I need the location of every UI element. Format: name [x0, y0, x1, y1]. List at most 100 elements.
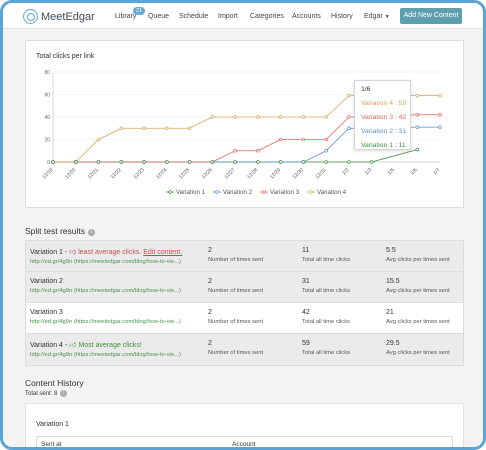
short-link[interactable]: http://ed.gr/4g9n — [30, 259, 73, 265]
data-point — [142, 126, 146, 130]
tooltip-row: Variation 1 : 11 — [361, 142, 406, 149]
data-point — [74, 160, 78, 164]
x-tick-label: 12/19 — [41, 167, 54, 180]
y-tick-label: 60 — [44, 93, 50, 99]
x-tick-label: 1/5 — [387, 167, 396, 176]
data-point — [301, 115, 306, 119]
nav-accounts[interactable]: Accounts — [292, 13, 321, 20]
data-point — [165, 126, 169, 130]
long-link[interactable]: (https://meetedgar.com/blog/how-to-vie..… — [73, 319, 181, 325]
data-point — [210, 160, 215, 164]
total-clicks-label: Total all time clicks — [302, 319, 350, 325]
x-tick-label: 12/27 — [223, 167, 236, 180]
legend-label: Variation 3 — [270, 189, 300, 196]
content-history-title: Content History — [25, 378, 84, 388]
nav-edgar-menu[interactable]: Edgar ▼ — [364, 13, 390, 20]
add-new-content-button[interactable]: Add New Content — [400, 8, 462, 24]
data-point — [347, 160, 351, 164]
avg-clicks-value: 15.5 — [386, 278, 400, 285]
x-tick-label: 12/23 — [132, 167, 145, 180]
data-point — [165, 160, 169, 164]
total-clicks-label: Total all time clicks — [302, 350, 350, 356]
avg-clicks-value: 29.5 — [386, 340, 400, 347]
data-point — [187, 126, 192, 130]
x-tick-label: 12/29 — [269, 167, 282, 180]
x-tick-label: 12/26 — [201, 167, 214, 180]
x-tick-label: 12/21 — [87, 167, 100, 180]
chart-tooltip: 1/6 Variation 4 : 59 Variation 3 : 42 Va… — [354, 80, 411, 150]
legend-marker — [215, 190, 219, 194]
data-point — [278, 160, 283, 164]
data-point — [278, 137, 283, 142]
avg-clicks-label: Avg clicks per times sent — [386, 257, 450, 263]
x-tick-label: 12/25 — [178, 167, 191, 180]
avg-clicks-label: Avg clicks per times sent — [386, 319, 450, 325]
data-point — [119, 126, 124, 130]
avg-clicks-label: Avg clicks per times sent — [386, 350, 450, 356]
total-clicks-label: Total all time clicks — [302, 288, 350, 294]
times-sent-value: 2 — [208, 340, 212, 347]
data-point — [415, 125, 419, 129]
times-sent-value: 2 — [208, 278, 212, 285]
data-point — [324, 148, 328, 153]
logo-text: MeetEdgar — [41, 10, 95, 23]
data-point — [119, 160, 124, 164]
thumbs-up-icon: 👍︎ — [69, 342, 77, 349]
clicks-line-chart: 0 20 40 60 80 12/19 12/20 12/21 12/22 12/23 12/24 1… — [41, 70, 442, 196]
info-icon[interactable]: i — [60, 390, 68, 397]
data-point — [324, 160, 328, 164]
library-count-badge: 21 — [133, 7, 145, 15]
y-tick-label: 20 — [44, 138, 50, 144]
y-tick-label: 80 — [44, 70, 50, 76]
x-tick-label: 1/7 — [432, 167, 441, 176]
split-test-title: Split test results — [25, 226, 85, 236]
x-tick-label: 1/3 — [364, 167, 373, 176]
data-point — [233, 160, 237, 164]
short-link[interactable]: http://ed.gr/4g9n — [30, 288, 73, 294]
history-table-header: Sent at Account — [36, 436, 453, 448]
info-icon[interactable]: i — [88, 229, 95, 236]
total-clicks-value: 42 — [302, 309, 310, 316]
logo[interactable]: MeetEdgar — [23, 9, 95, 24]
data-point — [51, 160, 55, 164]
tooltip-row: Variation 4 : 59 — [361, 100, 407, 107]
nav-queue[interactable]: Queue — [148, 13, 170, 20]
variation-name: Variation 3 — [30, 309, 63, 316]
times-sent-label: Number of times sent — [208, 319, 264, 325]
data-point — [187, 160, 192, 164]
tooltip-row: Variation 2 : 31 — [361, 128, 407, 135]
nav-categories[interactable]: Categories — [250, 13, 284, 20]
x-tick-label: 12/22 — [110, 167, 123, 180]
thumbs-down-icon: 👎︎ — [69, 249, 77, 256]
data-point — [415, 147, 419, 152]
col-sent-at: Sent at — [41, 441, 62, 448]
least-clicks-note: least average clicks. — [78, 249, 142, 256]
x-tick-label: 12/30 — [292, 167, 305, 180]
long-link[interactable]: (https://meetedgar.com/blog/how-to-vie..… — [73, 352, 181, 358]
total-clicks-value: 59 — [302, 340, 310, 347]
y-tick-label: 40 — [44, 115, 50, 121]
long-link[interactable]: (https://meetedgar.com/blog/how-to-vie..… — [73, 259, 181, 265]
short-link[interactable]: http://ed.gr/4g9n — [30, 319, 73, 325]
data-point — [256, 115, 260, 119]
data-point — [96, 137, 101, 142]
top-navigation: MeetEdgar Library 21 Queue Schedule Impo… — [3, 3, 483, 29]
nav-import[interactable]: Import — [218, 13, 238, 20]
x-tick-label: 1/2 — [341, 167, 350, 176]
data-point — [233, 148, 237, 153]
data-point — [438, 112, 442, 117]
nav-library[interactable]: Library — [115, 13, 137, 20]
short-link[interactable]: http://ed.gr/4g9n — [30, 352, 73, 358]
nav-history[interactable]: History — [331, 13, 353, 20]
nav-schedule[interactable]: Schedule — [179, 13, 209, 20]
variation-name: Variation 1 - — [30, 249, 70, 256]
tooltip-date: 1/6 — [361, 86, 371, 93]
content-history-card: Variation 1 Sent at Account — [25, 403, 464, 448]
data-point — [256, 148, 260, 153]
avg-clicks-label: Avg clicks per times sent — [386, 288, 450, 294]
edit-content-link[interactable]: Edit content. — [143, 249, 183, 256]
data-point — [210, 115, 215, 119]
long-link[interactable]: (https://meetedgar.com/blog/how-to-vie..… — [73, 288, 181, 294]
